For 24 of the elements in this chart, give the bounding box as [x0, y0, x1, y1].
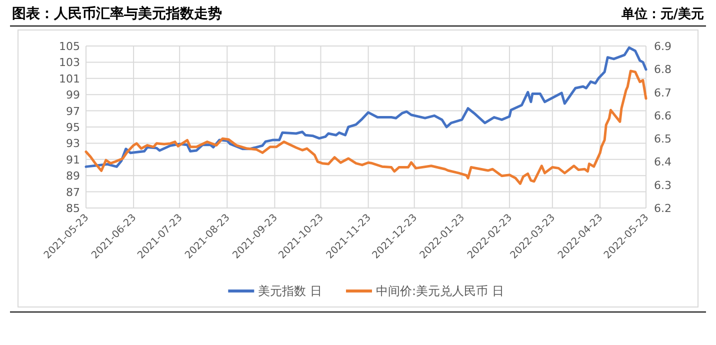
y-tick-label: 97 — [66, 104, 80, 118]
legend-label: 中间价:美元兑人民币 日 — [376, 284, 504, 298]
text: 单位：元/美元 — [620, 6, 704, 22]
y2-tick-label: 6.9 — [654, 40, 672, 53]
y-tick-label: 105 — [59, 40, 80, 53]
y2-tick-label: 6.3 — [654, 178, 672, 192]
y2-tick-label: 6.2 — [654, 202, 672, 215]
y-tick-label: 87 — [66, 186, 80, 199]
line-series — [84, 70, 648, 185]
legend-label: 美元指数 日 — [258, 284, 322, 298]
y2-tick-label: 6.8 — [654, 63, 672, 76]
y2-tick-label: 6.4 — [654, 156, 672, 169]
y-tick-label: 101 — [59, 72, 80, 86]
y-tick-label: 103 — [59, 56, 80, 70]
y2-tick-label: 6.7 — [654, 86, 672, 100]
y-tick-label: 99 — [66, 88, 80, 102]
chart-title: 图表：人民币汇率与美元指数走势 — [12, 5, 222, 22]
y-tick-label: 91 — [66, 153, 80, 166]
y-tick-label: 93 — [66, 137, 80, 150]
y-tick-label: 85 — [66, 202, 80, 215]
y2-tick-label: 6.5 — [654, 132, 672, 146]
y2-tick-label: 6.6 — [654, 109, 672, 122]
y-tick-label: 95 — [66, 121, 80, 134]
y-tick-label: 89 — [66, 170, 80, 183]
